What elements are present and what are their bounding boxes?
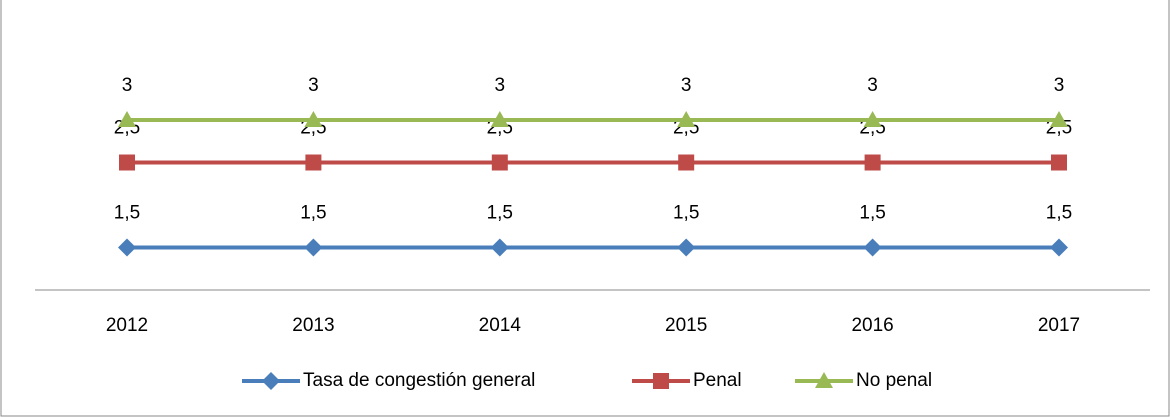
marker xyxy=(863,238,882,257)
x-tick-label: 2014 xyxy=(479,315,522,336)
data-label: 1,5 xyxy=(300,203,326,224)
data-label: 3 xyxy=(495,75,506,96)
marker xyxy=(118,111,136,127)
data-label: 3 xyxy=(122,75,133,96)
marker xyxy=(815,372,833,388)
marker xyxy=(863,111,882,127)
marker xyxy=(304,238,323,257)
x-tick-label: 2012 xyxy=(106,315,148,336)
marker xyxy=(1050,111,1068,127)
marker xyxy=(491,154,508,171)
data-label: 1,5 xyxy=(1046,203,1072,224)
marker xyxy=(677,111,696,127)
data-label: 1,5 xyxy=(487,203,513,224)
legend-label: Penal xyxy=(693,370,742,391)
data-label: 3 xyxy=(867,75,878,96)
marker xyxy=(119,154,135,171)
marker xyxy=(864,154,881,171)
data-label: 3 xyxy=(308,75,319,96)
marker xyxy=(1050,238,1068,257)
data-label: 1,5 xyxy=(673,203,699,224)
x-tick-label: 2016 xyxy=(851,315,893,336)
legend-label: No penal xyxy=(856,370,932,391)
marker xyxy=(678,154,695,171)
x-tick-label: 2015 xyxy=(665,315,707,336)
marker xyxy=(653,373,669,389)
marker xyxy=(305,154,322,171)
marker xyxy=(262,372,280,390)
x-tick-label: 2017 xyxy=(1038,315,1080,336)
marker xyxy=(490,111,509,127)
data-label: 1,5 xyxy=(114,203,140,224)
legend-label: Tasa de congestión general xyxy=(303,370,535,391)
marker xyxy=(1051,154,1067,171)
marker xyxy=(490,238,509,257)
data-label: 3 xyxy=(681,75,692,96)
data-label: 3 xyxy=(1054,75,1065,96)
x-tick-label: 2013 xyxy=(292,315,334,336)
marker xyxy=(304,111,323,127)
data-label: 1,5 xyxy=(859,203,885,224)
marker xyxy=(118,238,136,257)
marker xyxy=(677,238,696,257)
